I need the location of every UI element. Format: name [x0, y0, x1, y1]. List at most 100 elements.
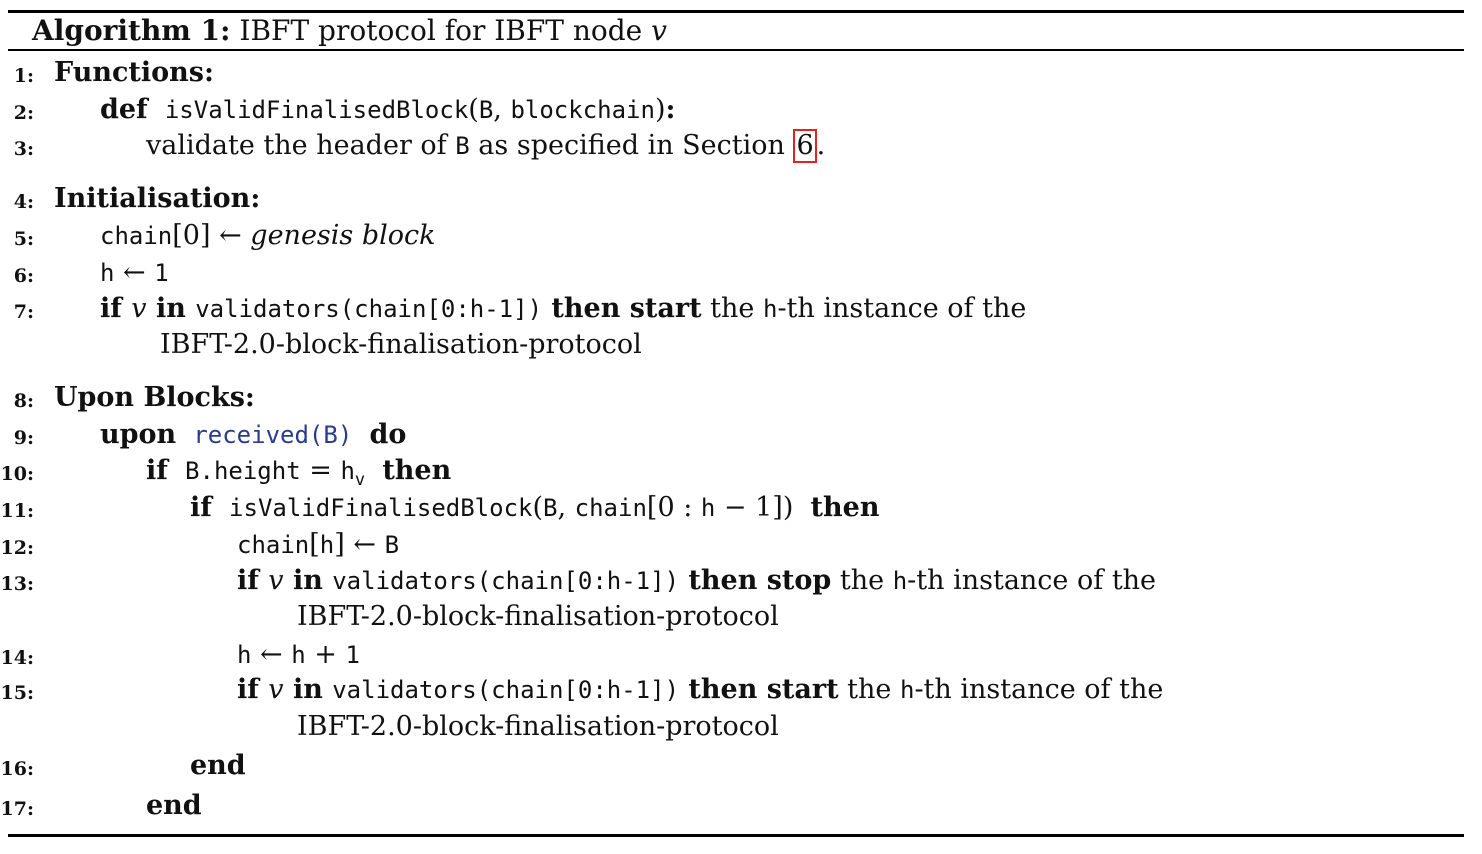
line-segment: h — [237, 641, 252, 669]
line-segment: in — [283, 565, 333, 596]
line-segment: B — [455, 132, 470, 160]
line-number: 12: — [0, 537, 34, 559]
line-segment: [0 : — [646, 492, 701, 523]
bottom-rule — [8, 834, 1464, 837]
line-segment: -th instance of the — [914, 674, 1164, 705]
line-segment — [352, 419, 369, 450]
line-segment: , — [557, 492, 575, 523]
line-number: 7: — [13, 301, 34, 323]
line-segment: : — [665, 94, 676, 125]
line-segment: [0] ← — [172, 220, 251, 251]
line-segment: do — [369, 419, 407, 450]
line-number: 13: — [0, 573, 34, 595]
algorithm-line: validate the header of B as specified in… — [146, 129, 825, 163]
line-segment: B.height — [185, 457, 301, 485]
line-segment: then stop — [679, 565, 832, 596]
line-segment: v — [354, 470, 366, 490]
section-reference-link[interactable]: 6 — [793, 129, 817, 163]
line-segment — [148, 94, 165, 125]
algorithm-line: if v in validators(chain[0:h-1]) then st… — [237, 564, 1156, 598]
line-segment: Functions: — [54, 57, 214, 88]
algorithm-label: Algorithm 1: — [32, 14, 231, 47]
line-segment: B — [478, 96, 494, 124]
line-segment: upon — [100, 419, 177, 450]
line-segment: chain — [237, 531, 310, 559]
algorithm-line: h ← 1 — [100, 256, 169, 290]
line-number: 5: — [13, 228, 34, 250]
algorithm-line: chain[h] ← B — [237, 528, 399, 562]
line-number: 17: — [0, 798, 34, 820]
line-segment: h — [892, 567, 908, 595]
algorithm-line: chain[0] ← genesis block — [100, 219, 436, 253]
line-number: 1: — [13, 65, 34, 87]
line-segment: validators(chain[0:h-1]) — [195, 295, 543, 323]
line-segment: = — [300, 455, 341, 486]
line-segment: end — [190, 750, 246, 781]
line-segment: h — [762, 295, 778, 323]
algorithm-title-text: IBFT protocol for IBFT node — [239, 14, 643, 47]
algorithm-title: Algorithm 1: IBFT protocol for IBFT node… — [32, 14, 667, 48]
line-number: 16: — [0, 758, 34, 780]
line-segment: ( — [532, 492, 544, 523]
title-rule — [8, 49, 1464, 51]
line-segment — [168, 455, 185, 486]
line-segment: ] ← — [334, 529, 385, 560]
algorithm-line: Upon Blocks: — [54, 381, 255, 415]
algorithm-line: Functions: — [54, 56, 214, 90]
line-segment: Initialisation: — [54, 183, 261, 214]
algorithm-line: upon received(B) do — [100, 418, 406, 452]
line-segment: isValidFinalisedBlock — [229, 494, 533, 522]
algorithm-line: Initialisation: — [54, 182, 260, 216]
algorithm-line: IBFT-2.0-block-finalisation-protocol — [160, 328, 642, 362]
line-segment: then start — [542, 293, 702, 324]
line-number: 2: — [13, 102, 34, 124]
line-segment: as specified in Section — [469, 130, 794, 161]
line-segment: genesis block — [250, 220, 436, 251]
line-number: 14: — [0, 647, 34, 669]
line-segment: v — [268, 565, 284, 596]
line-number: 10: — [0, 463, 34, 485]
line-segment: B — [384, 531, 400, 559]
line-segment: then start — [679, 674, 839, 705]
line-number: 3: — [13, 138, 34, 160]
line-segment: -th instance of the — [777, 293, 1027, 324]
line-number: 9: — [13, 427, 34, 449]
algorithm-line: end — [190, 749, 246, 783]
line-segment: then — [810, 492, 880, 523]
line-segment: h — [319, 531, 335, 559]
line-number: 8: — [13, 390, 34, 412]
line-segment — [212, 492, 229, 523]
line-segment: 1 — [154, 259, 169, 287]
line-segment: def — [100, 94, 148, 125]
line-segment: h — [291, 641, 306, 669]
line-segment: , — [493, 94, 511, 125]
line-segment: if — [237, 565, 269, 596]
line-segment: -th instance of the — [907, 565, 1157, 596]
line-number: 6: — [13, 265, 34, 287]
algorithm-line: IBFT-2.0-block-finalisation-protocol — [297, 710, 779, 744]
line-segment: the — [831, 565, 893, 596]
line-segment: Upon Blocks: — [54, 382, 255, 413]
line-segment: IBFT-2.0-block-finalisation-protocol — [297, 601, 779, 632]
line-segment: v — [268, 674, 284, 705]
line-segment: in — [146, 293, 196, 324]
line-segment: 1 — [345, 641, 360, 669]
line-segment: validators(chain[0:h-1]) — [332, 676, 680, 704]
line-number: 4: — [13, 191, 34, 213]
algorithm-line: end — [146, 789, 202, 823]
line-segment: v — [131, 293, 147, 324]
line-segment: chain — [574, 494, 647, 522]
line-segment: in — [283, 674, 333, 705]
line-segment: − 1]) — [715, 492, 811, 523]
line-segment: blockchain — [510, 96, 655, 124]
line-segment: IBFT-2.0-block-finalisation-protocol — [297, 711, 779, 742]
line-segment: if — [100, 293, 132, 324]
line-segment: isValidFinalisedBlock — [164, 96, 469, 124]
algorithm-line: h ← h + 1 — [237, 638, 360, 672]
line-segment: . — [816, 130, 826, 161]
line-segment — [176, 419, 193, 450]
line-segment: end — [146, 790, 202, 821]
algorithm-line: def isValidFinalisedBlock(B, blockchain)… — [100, 93, 675, 127]
line-segment: validate the header of — [146, 130, 456, 161]
line-segment: h — [899, 676, 915, 704]
